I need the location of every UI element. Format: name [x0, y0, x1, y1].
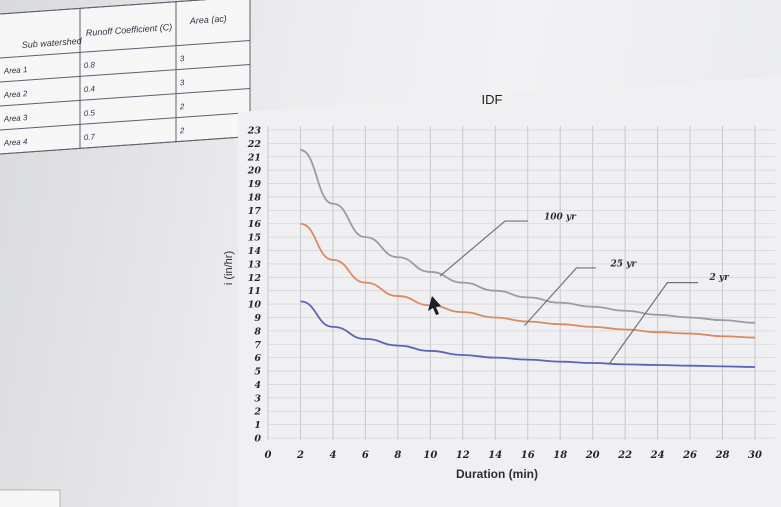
x-tick-label: 28 [715, 450, 730, 461]
x-tick-label: 16 [521, 450, 535, 461]
table-cell: 2 [179, 102, 186, 111]
callout-label: 100 yr [544, 213, 577, 223]
series-line-2-yr [300, 300, 756, 368]
table-header-cell: Area (ac) [188, 13, 227, 26]
y-tick-label: 0 [254, 434, 261, 445]
x-tick-label: 22 [617, 450, 632, 461]
y-tick-label: 1 [254, 420, 261, 431]
x-tick-label: 10 [423, 450, 437, 461]
table-cell: 0.7 [84, 132, 96, 142]
y-tick-label: 22 [247, 139, 262, 150]
series-line-100-yr [300, 149, 756, 324]
y-tick-label: 18 [248, 192, 262, 203]
callout-leader [608, 282, 699, 365]
x-tick-label: 2 [296, 450, 304, 461]
table-cell: 2 [179, 126, 186, 135]
x-axis-ticks: 0 2 4 6 8 10 12 14 16 18 20 22 24 26 28 30 [265, 450, 762, 461]
chart-gridlines [267, 126, 775, 440]
x-tick-label: 0 [265, 450, 272, 461]
table-cell: Area 2 [3, 89, 29, 100]
y-tick-label: 21 [247, 152, 261, 163]
table-header-cell: Sub watershed [21, 36, 83, 50]
table-rule [0, 88, 251, 107]
table-rule [0, 40, 251, 59]
table-cell: 0.4 [84, 84, 96, 94]
x-tick-label: 6 [362, 450, 369, 461]
x-tick-label: 24 [650, 450, 665, 461]
x-tick-label: 20 [585, 450, 600, 461]
x-tick-label: 8 [394, 450, 401, 461]
x-tick-label: 14 [488, 450, 502, 461]
table-cell: Area 4 [3, 137, 29, 148]
table-rule [0, 64, 251, 83]
y-tick-label: 4 [254, 380, 261, 391]
y-tick-label: 7 [254, 340, 261, 351]
y-tick-label: 19 [248, 179, 262, 190]
callout-label: 2 yr [709, 273, 731, 283]
x-tick-label: 12 [456, 450, 470, 461]
y-tick-label: 11 [248, 286, 261, 297]
table-cell: 0.8 [84, 60, 96, 70]
table-rule [0, 112, 251, 131]
x-tick-label: 18 [553, 450, 567, 461]
chart-title: IDF [482, 92, 503, 107]
x-tick-label: 26 [682, 450, 697, 461]
y-tick-label: 16 [248, 219, 262, 230]
y-tick-label: 8 [254, 326, 261, 337]
y-tick-label: 17 [248, 206, 262, 217]
y-tick-label: 2 [253, 407, 261, 418]
sticky-note-edge [0, 489, 61, 507]
table-cell: 3 [180, 78, 186, 87]
y-axis-label: i (in/hr) [223, 251, 235, 285]
x-tick-label: 30 [748, 450, 762, 461]
table-cell: 0.5 [84, 108, 96, 118]
callout-leader [439, 220, 528, 277]
x-axis-label: Duration (min) [456, 467, 538, 481]
y-tick-label: 23 [247, 126, 262, 137]
callout-leader [524, 267, 596, 326]
x-tick-label: 4 [329, 450, 336, 461]
chart-paper [238, 76, 781, 507]
y-tick-label: 6 [254, 353, 261, 364]
table-cell: Area 1 [3, 65, 28, 76]
y-tick-label: 9 [254, 313, 261, 324]
series-callouts: 100 yr 25 yr 2 yr [439, 213, 731, 365]
y-tick-label: 15 [248, 233, 262, 244]
callout-label: 25 yr [610, 260, 638, 270]
y-tick-label: 20 [247, 166, 262, 177]
table-rule [0, 0, 208, 15]
y-tick-label: 5 [254, 367, 261, 378]
y-tick-label: 3 [254, 393, 261, 404]
y-tick-label: 13 [248, 259, 262, 270]
y-tick-label: 14 [248, 246, 261, 257]
table-cell: Area 3 [3, 113, 29, 124]
y-tick-label: 12 [248, 273, 262, 284]
mouse-cursor-icon [428, 296, 441, 315]
table-cell: 3 [180, 54, 186, 63]
table-rule [0, 136, 251, 155]
y-tick-label: 10 [248, 300, 262, 311]
